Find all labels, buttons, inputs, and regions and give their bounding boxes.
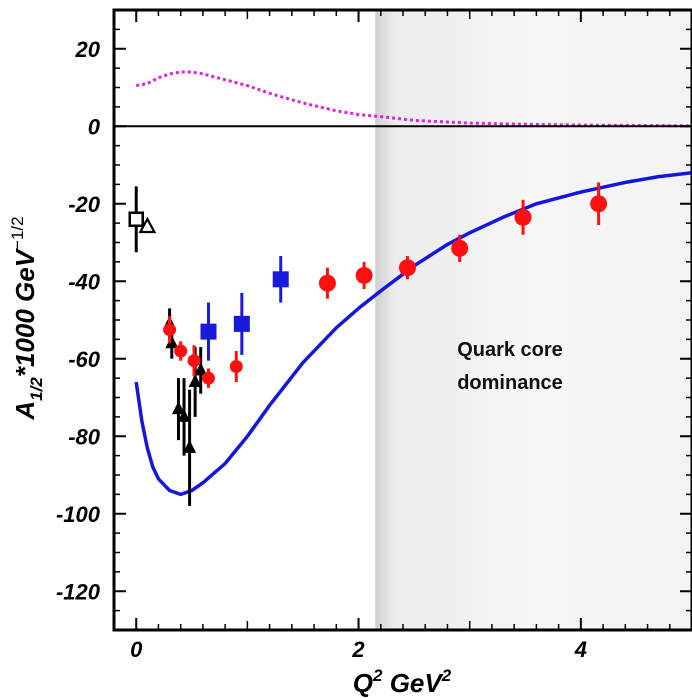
solid-curve (134, 171, 692, 497)
data-point-circle (187, 354, 201, 368)
y-tick-label: -40 (68, 269, 101, 294)
data-point-circle (451, 239, 469, 257)
data-point-square (200, 323, 217, 340)
shaded-region (375, 10, 692, 630)
data-point-circle (163, 323, 177, 337)
y-axis-title-main: A (10, 401, 40, 421)
y-tick-label: -100 (56, 502, 101, 527)
x-axis-title-sup2: 2 (441, 666, 452, 685)
data-point-triangle (188, 374, 202, 387)
data-point-square (272, 271, 289, 288)
data-point-open-square (128, 211, 144, 227)
data-point-circle (355, 266, 373, 284)
y-tick-label: 0 (88, 114, 101, 139)
y-axis-title-rest: *1000 GeV (10, 247, 40, 377)
data-point-circle (201, 371, 215, 385)
data-point-circle (398, 259, 416, 277)
x-axis-title-sup1: 2 (372, 666, 383, 685)
y-tick-label: -20 (68, 192, 101, 217)
data-point-circle (174, 344, 188, 358)
x-axis-title-unit: GeV (382, 668, 444, 698)
data-point-triangle (165, 335, 179, 349)
data-point-triangle (194, 362, 208, 376)
y-tick-label: -120 (56, 579, 101, 604)
x-tick-label: 4 (574, 637, 587, 662)
data-point-circle (514, 208, 532, 226)
x-tick-label: 0 (130, 637, 143, 662)
x-axis-title-main: Q (353, 668, 373, 698)
data-point-circle (229, 360, 243, 373)
data-point-triangle (177, 408, 191, 422)
data-point-triangle (183, 439, 197, 453)
data-point-open-triangle (138, 216, 157, 234)
y-tick-label: -60 (68, 347, 101, 372)
data-point-circle (590, 195, 608, 213)
dotted-curve (135, 70, 692, 128)
data-point-circle (318, 274, 336, 292)
data-point-square (233, 315, 250, 332)
x-axis-title: Q2 GeV2 (353, 666, 452, 698)
y-tick-label: -80 (68, 424, 101, 449)
data-point-triangle (171, 401, 185, 415)
y-tick-label: 20 (75, 37, 101, 62)
y-axis-title-sub: 1/2 (27, 377, 46, 401)
annotation-line-2: dominance (457, 372, 563, 394)
annotation-line-1: Quark core (457, 339, 563, 361)
y-axis-title-sup: −1/2 (8, 216, 27, 250)
x-tick-label: 2 (351, 637, 365, 662)
y-axis-title: A1/2*1000 GeV−1/2 (8, 216, 46, 420)
